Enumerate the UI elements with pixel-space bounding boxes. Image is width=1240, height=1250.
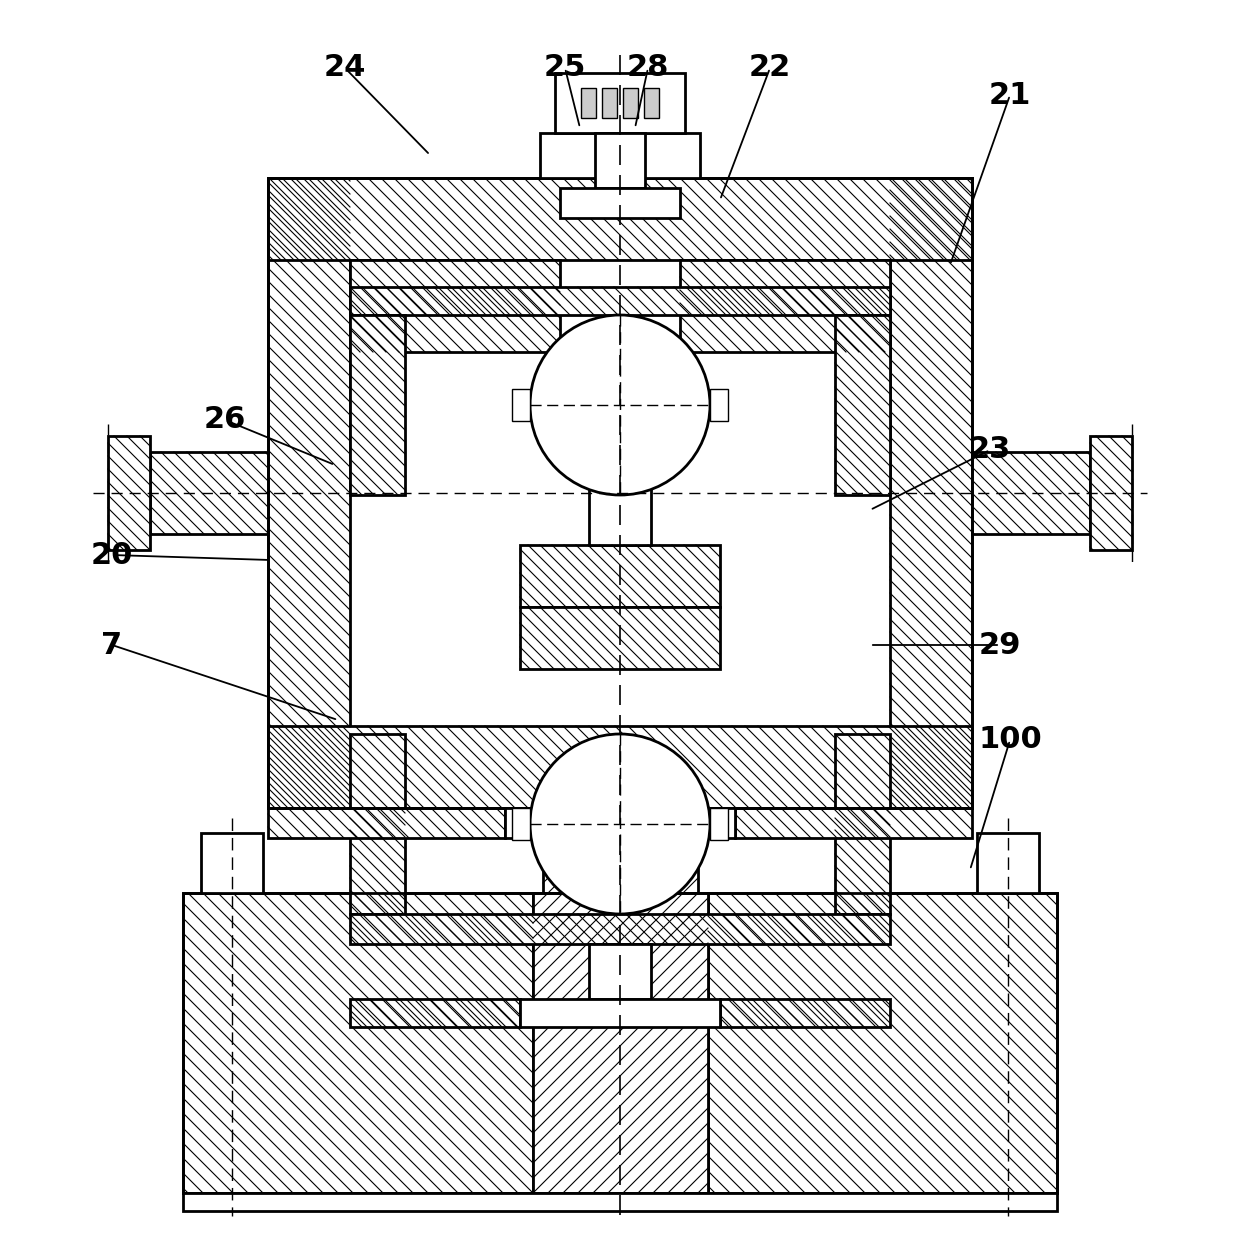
Bar	[350, 914, 890, 944]
Bar	[268, 726, 972, 808]
Text: 26: 26	[203, 405, 247, 435]
Bar	[520, 608, 720, 669]
Text: 29: 29	[978, 630, 1022, 660]
Bar	[556, 72, 684, 132]
Text: 24: 24	[324, 54, 366, 82]
Bar	[520, 999, 720, 1028]
Text: 7: 7	[102, 630, 123, 660]
Circle shape	[529, 315, 711, 495]
Bar	[150, 452, 268, 534]
Bar	[1090, 436, 1132, 550]
Bar	[184, 892, 1056, 1192]
Bar	[512, 808, 529, 840]
Bar	[350, 315, 405, 495]
Text: 23: 23	[968, 435, 1011, 465]
Bar	[735, 808, 972, 838]
Bar	[184, 1192, 1056, 1211]
Text: 22: 22	[749, 54, 791, 82]
Bar	[589, 944, 651, 999]
Bar	[720, 999, 890, 1028]
Bar	[582, 88, 596, 118]
Polygon shape	[708, 892, 1056, 1192]
Polygon shape	[533, 892, 708, 1192]
Bar	[512, 389, 529, 421]
Bar	[835, 315, 890, 495]
Bar	[560, 188, 680, 218]
Text: 100: 100	[978, 725, 1042, 755]
Bar	[622, 88, 639, 118]
Bar	[520, 545, 720, 608]
Bar	[972, 452, 1090, 534]
Text: 20: 20	[91, 540, 133, 570]
Bar	[589, 480, 651, 545]
Bar	[268, 177, 972, 808]
Polygon shape	[543, 838, 698, 892]
Bar	[268, 177, 350, 808]
Bar	[505, 808, 735, 838]
Bar	[890, 177, 972, 808]
Text: 25: 25	[544, 54, 587, 82]
Bar	[539, 132, 701, 178]
Bar	[268, 177, 972, 260]
Text: 21: 21	[988, 80, 1032, 110]
Bar	[977, 832, 1039, 892]
Bar	[644, 88, 658, 118]
Bar	[595, 132, 645, 188]
Bar	[350, 999, 520, 1028]
Bar	[350, 288, 890, 315]
Bar	[350, 260, 560, 352]
Bar	[835, 734, 890, 914]
Bar	[108, 436, 150, 550]
Bar	[711, 808, 728, 840]
Bar	[711, 389, 728, 421]
Bar	[350, 734, 405, 914]
Text: 28: 28	[626, 54, 670, 82]
Bar	[680, 260, 890, 352]
Bar	[201, 832, 263, 892]
Bar	[601, 88, 618, 118]
Circle shape	[529, 734, 711, 914]
Polygon shape	[184, 892, 533, 1192]
Bar	[268, 808, 505, 838]
